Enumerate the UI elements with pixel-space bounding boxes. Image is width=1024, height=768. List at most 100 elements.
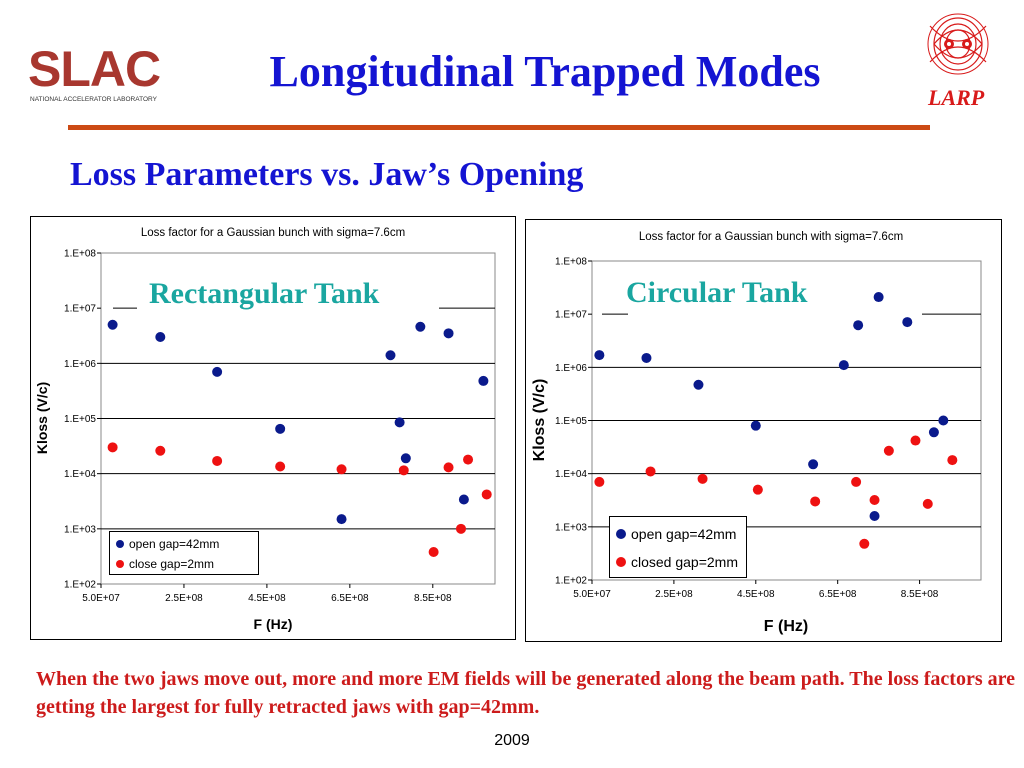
chart-rectangular-tank: 1.E+02 1.E+03 1.E+04 1.E+05 1.E+06 1.E+07 1.E+… bbox=[30, 216, 516, 640]
y-tick-label: 1.E+04 bbox=[555, 469, 587, 480]
data-point-open bbox=[873, 292, 884, 303]
data-point-closed bbox=[212, 455, 223, 466]
x-tick-label: 6.5E+08 bbox=[331, 593, 369, 604]
y-tick-label: 1.E+02 bbox=[64, 580, 96, 591]
x-tick-label: 2.5E+08 bbox=[655, 589, 693, 600]
legend-label-closed: closed gap=2mm bbox=[631, 554, 739, 570]
legend-item-open: open gap=42mm bbox=[116, 534, 252, 554]
y-tick-label: 1.E+08 bbox=[64, 249, 96, 260]
data-point-closed bbox=[645, 466, 656, 477]
data-point-open bbox=[641, 352, 652, 363]
y-tick-label: 1.E+05 bbox=[555, 416, 587, 427]
data-point-closed bbox=[398, 465, 409, 476]
data-point-open bbox=[478, 375, 489, 386]
data-point-open bbox=[275, 423, 286, 434]
data-point-closed bbox=[443, 462, 454, 473]
footer-description: When the two jaws move out, more and mor… bbox=[36, 668, 1016, 718]
x-tick-label: 8.5E+08 bbox=[901, 589, 939, 600]
data-point-open bbox=[107, 319, 118, 330]
data-point-closed bbox=[810, 496, 821, 507]
data-point-closed bbox=[481, 489, 492, 500]
data-point-open bbox=[938, 415, 949, 426]
y-tick-label: 1.E+03 bbox=[555, 522, 587, 533]
chart-circular-tank: 1.E+02 1.E+03 1.E+04 1.E+05 1.E+06 1.E+07 1.E+… bbox=[525, 219, 1002, 642]
data-point-open bbox=[869, 510, 880, 521]
y-tick-label: 1.E+07 bbox=[555, 310, 587, 321]
data-point-open bbox=[394, 417, 405, 428]
data-point-closed bbox=[869, 494, 880, 505]
x-tick-label: 5.0E+07 bbox=[573, 589, 611, 600]
data-point-open bbox=[385, 350, 396, 361]
y-axis-label: Kloss (V/c) bbox=[34, 382, 50, 454]
x-tick-label: 5.0E+07 bbox=[82, 593, 120, 604]
x-axis-label: F (Hz) bbox=[764, 618, 808, 635]
legend-item-closed: close gap=2mm bbox=[116, 554, 252, 574]
y-tick-label: 1.E+02 bbox=[555, 576, 587, 587]
data-point-open bbox=[808, 459, 819, 470]
data-point-open bbox=[458, 494, 469, 505]
y-tick-label: 1.E+08 bbox=[555, 257, 587, 268]
larp-emblem-icon bbox=[927, 13, 989, 75]
data-point-closed bbox=[947, 455, 958, 466]
x-tick-label: 4.5E+08 bbox=[737, 589, 775, 600]
y-tick-label: 1.E+04 bbox=[64, 469, 96, 480]
x-axis-label: F (Hz) bbox=[254, 616, 293, 632]
data-point-closed bbox=[752, 484, 763, 495]
slac-logo: SLAC NATIONAL ACCELERATOR LABORATORY bbox=[28, 42, 170, 106]
slide-title: Longitudinal Trapped Modes bbox=[269, 47, 821, 96]
data-point-closed bbox=[697, 473, 708, 484]
y-tick-label: 1.E+03 bbox=[64, 524, 96, 535]
data-point-closed bbox=[910, 435, 921, 446]
data-point-closed bbox=[883, 445, 894, 456]
legend-label-closed: close gap=2mm bbox=[129, 557, 215, 571]
y-tick-label: 1.E+05 bbox=[64, 414, 96, 425]
legend-label-open: open gap=42mm bbox=[129, 537, 220, 551]
data-point-closed bbox=[336, 464, 347, 475]
data-point-open bbox=[928, 427, 939, 438]
legend-marker-open bbox=[116, 540, 124, 548]
chart-circular-svg: 1.E+02 1.E+03 1.E+04 1.E+05 1.E+06 1.E+07 1.E+… bbox=[531, 231, 982, 635]
larp-label: LARP bbox=[928, 85, 985, 110]
slide-subtitle: Loss Parameters vs. Jaw’s Opening bbox=[70, 156, 584, 193]
data-point-closed bbox=[275, 461, 286, 472]
data-point-open bbox=[212, 366, 223, 377]
data-point-open bbox=[594, 350, 605, 361]
data-point-open bbox=[838, 360, 849, 371]
data-point-closed bbox=[155, 445, 166, 456]
data-point-open bbox=[853, 320, 864, 331]
data-point-closed bbox=[851, 476, 862, 487]
y-tick-label: 1.E+06 bbox=[555, 363, 587, 374]
data-point-closed bbox=[455, 523, 466, 534]
data-point-closed bbox=[922, 498, 933, 509]
data-point-open bbox=[336, 514, 347, 525]
y-axis-label: Kloss (V/c) bbox=[531, 379, 548, 462]
legend-circular: open gap=42mm closed gap=2mm bbox=[609, 516, 747, 578]
data-point-closed bbox=[428, 547, 439, 558]
data-point-closed bbox=[594, 476, 605, 487]
panel-label-circular: Circular Tank bbox=[626, 276, 808, 309]
data-point-open bbox=[902, 317, 913, 328]
legend-label-open: open gap=42mm bbox=[631, 526, 737, 542]
chart-title: Loss factor for a Gaussian bunch with si… bbox=[639, 231, 903, 243]
x-tick-label: 2.5E+08 bbox=[165, 593, 203, 604]
data-point-open bbox=[415, 321, 426, 332]
legend-marker-closed bbox=[616, 557, 626, 567]
legend-marker-closed bbox=[116, 560, 124, 568]
data-point-open bbox=[693, 379, 704, 390]
chart-rectangular-svg: 1.E+02 1.E+03 1.E+04 1.E+05 1.E+06 1.E+07 1.E+… bbox=[34, 227, 496, 632]
data-point-open bbox=[400, 453, 411, 464]
x-tick-label: 4.5E+08 bbox=[248, 593, 286, 604]
data-point-open bbox=[750, 420, 761, 431]
data-point-open bbox=[155, 332, 166, 343]
legend-marker-open bbox=[616, 529, 626, 539]
legend-item-closed: closed gap=2mm bbox=[616, 548, 740, 576]
data-point-closed bbox=[859, 538, 870, 549]
legend-item-open: open gap=42mm bbox=[616, 520, 740, 548]
legend-rectangular: open gap=42mm close gap=2mm bbox=[109, 531, 259, 575]
slide-year: 2009 bbox=[494, 732, 530, 749]
panel-label-rectangular: Rectangular Tank bbox=[149, 277, 380, 310]
data-point-open bbox=[443, 328, 454, 339]
slac-logo-text: SLAC bbox=[28, 41, 161, 97]
y-tick-label: 1.E+06 bbox=[64, 359, 96, 370]
data-point-closed bbox=[107, 442, 118, 453]
